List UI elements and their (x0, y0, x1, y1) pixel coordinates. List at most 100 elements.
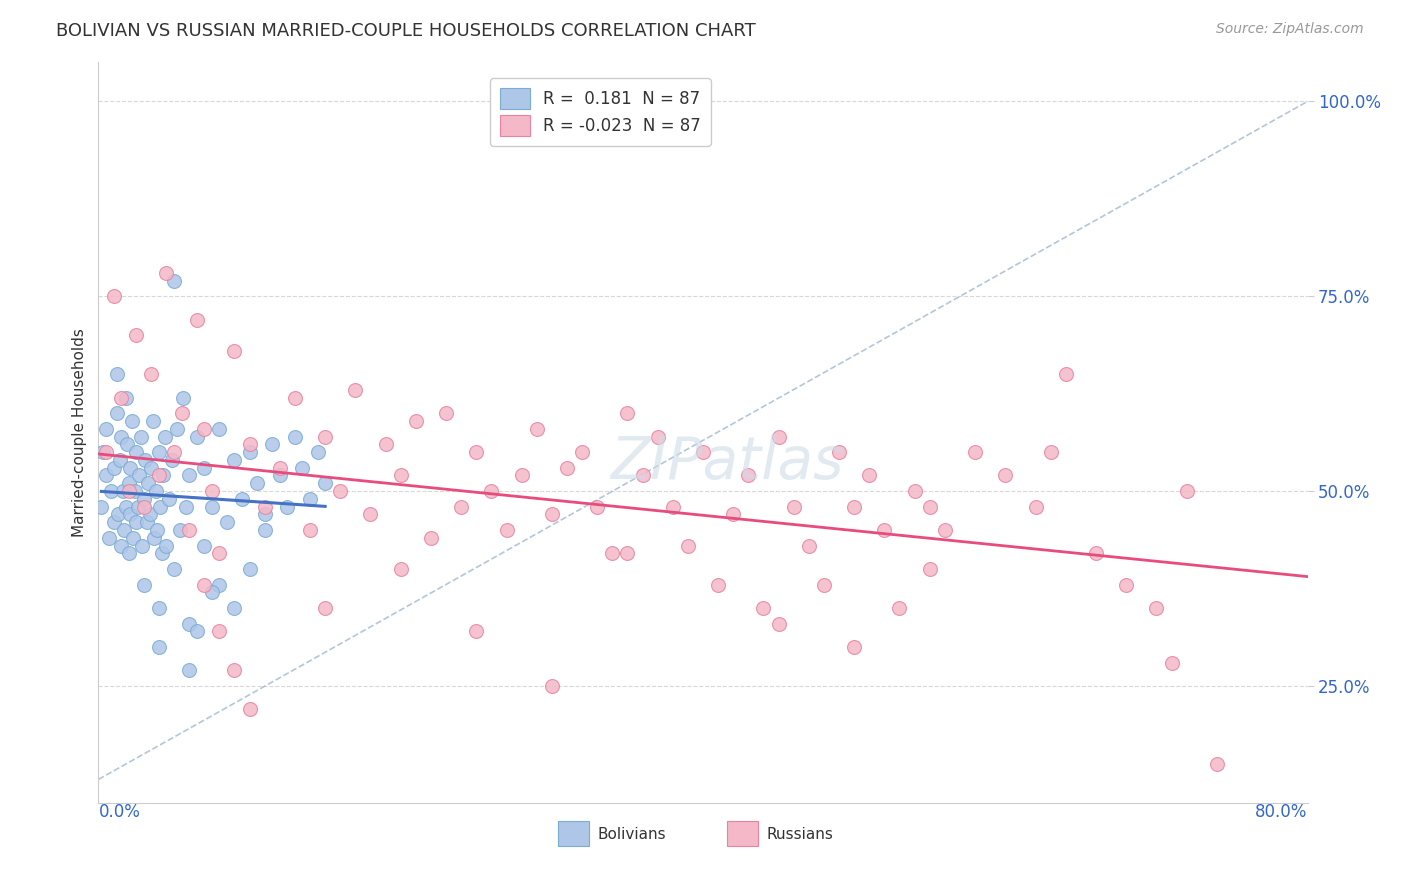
Point (314, 476, 336, 491)
Point (103, 460, 125, 475)
Point (465, 445, 488, 459)
Point (631, 468, 654, 483)
Point (166, 422, 188, 436)
Point (127, 500, 149, 514)
Point (224, 453, 246, 467)
Point (253, 523, 276, 537)
Point (100, 484, 122, 499)
Point (495, 523, 517, 537)
Point (1206, 756, 1229, 771)
Point (389, 468, 412, 483)
Point (125, 328, 148, 343)
Point (1175, 484, 1198, 499)
Point (103, 515, 125, 529)
Point (112, 523, 135, 537)
Point (208, 624, 231, 639)
Point (571, 445, 593, 459)
Point (120, 508, 142, 522)
Point (179, 663, 201, 677)
Point (94, 468, 117, 483)
Point (120, 460, 142, 475)
Point (91, 445, 114, 459)
Point (873, 523, 896, 537)
Point (555, 460, 578, 475)
Point (132, 577, 155, 591)
Point (602, 546, 624, 560)
Point (224, 601, 246, 615)
Point (828, 445, 851, 459)
Point (148, 640, 170, 654)
Point (159, 491, 181, 506)
Point (420, 531, 443, 545)
Legend: R =  0.181  N = 87, R = -0.023  N = 87: R = 0.181 N = 87, R = -0.023 N = 87 (489, 78, 711, 145)
Point (131, 539, 153, 553)
Point (844, 640, 866, 654)
Point (707, 577, 730, 591)
Point (118, 546, 141, 560)
Point (193, 539, 215, 553)
Point (918, 562, 941, 576)
Point (174, 500, 197, 514)
Point (269, 460, 291, 475)
Point (239, 562, 262, 576)
Point (136, 476, 159, 491)
Point (253, 508, 276, 522)
Point (139, 508, 162, 522)
Point (94, 422, 117, 436)
Point (783, 500, 806, 514)
Point (110, 429, 132, 443)
Point (108, 453, 131, 467)
Point (586, 500, 609, 514)
Point (314, 601, 336, 615)
Point (752, 601, 775, 615)
Point (208, 546, 231, 560)
Point (124, 484, 146, 499)
Point (118, 484, 141, 499)
Point (405, 414, 427, 428)
Point (153, 429, 176, 443)
Text: Russians: Russians (766, 828, 834, 842)
Point (797, 539, 820, 553)
Point (344, 383, 367, 397)
Text: Source: ZipAtlas.com: Source: ZipAtlas.com (1216, 22, 1364, 37)
Point (201, 484, 224, 499)
Point (118, 476, 141, 491)
Point (616, 546, 638, 560)
Point (141, 367, 163, 381)
Point (125, 515, 148, 529)
Point (284, 391, 307, 405)
Text: 80.0%: 80.0% (1256, 803, 1308, 821)
Point (434, 406, 457, 420)
Point (146, 523, 169, 537)
Point (1146, 601, 1168, 615)
Point (1085, 546, 1108, 560)
Point (132, 491, 155, 506)
Point (170, 406, 193, 420)
Point (150, 546, 173, 560)
Point (155, 539, 177, 553)
Point (135, 515, 157, 529)
Point (208, 422, 231, 436)
Point (132, 500, 155, 514)
Point (90, 500, 112, 514)
Y-axis label: Married-couple Households: Married-couple Households (72, 328, 87, 537)
Point (918, 500, 941, 514)
Point (94, 445, 117, 459)
Point (647, 429, 669, 443)
Point (239, 702, 262, 716)
Point (148, 445, 170, 459)
Point (1160, 656, 1182, 670)
Point (231, 491, 253, 506)
Point (128, 468, 150, 483)
Point (768, 429, 790, 443)
Text: Bolivians: Bolivians (598, 828, 666, 842)
Point (284, 429, 307, 443)
Point (994, 468, 1017, 483)
Point (107, 508, 129, 522)
Point (1115, 577, 1137, 591)
Point (111, 484, 134, 499)
Point (314, 429, 336, 443)
Text: ZIPatlas: ZIPatlas (610, 434, 844, 491)
Point (934, 523, 956, 537)
Point (155, 266, 177, 280)
